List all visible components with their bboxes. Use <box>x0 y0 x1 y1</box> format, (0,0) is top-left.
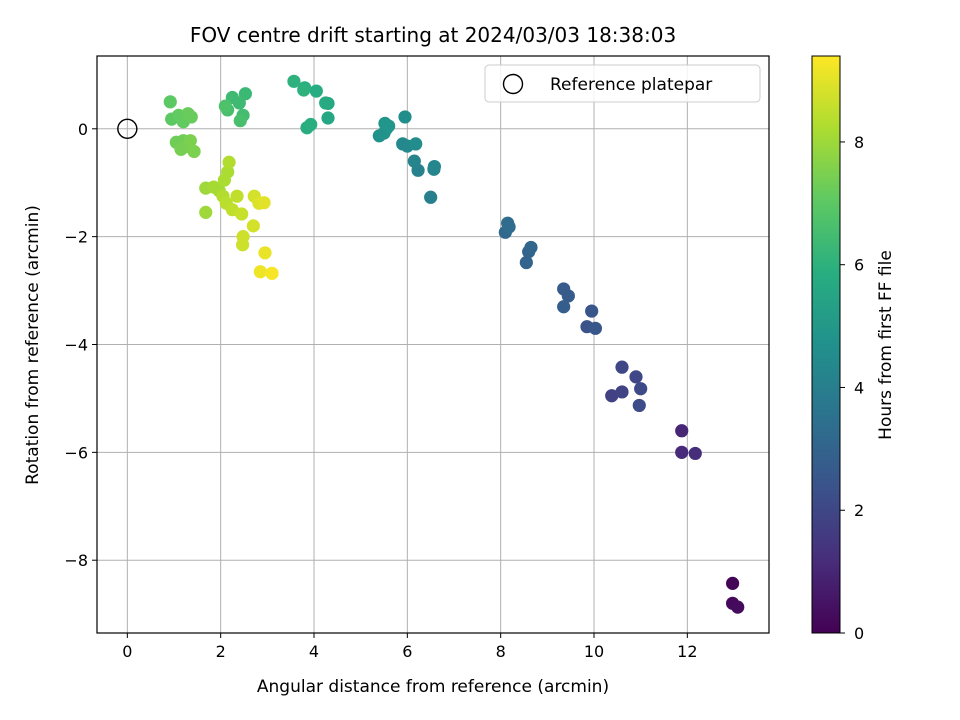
data-point <box>675 424 689 438</box>
colorbar-tick-label: 8 <box>854 133 864 152</box>
data-point <box>236 238 250 252</box>
data-point <box>688 446 702 461</box>
y-tick-label: −2 <box>64 228 88 247</box>
x-tick-label: 0 <box>122 642 132 661</box>
legend-marker-reference <box>502 73 524 95</box>
data-point <box>382 119 396 133</box>
grid <box>97 56 769 633</box>
data-point <box>230 189 244 203</box>
y-tick-label: −6 <box>64 443 88 462</box>
y-axis-label: Rotation from reference (arcmin) <box>23 205 43 485</box>
data-point <box>398 110 412 124</box>
data-point <box>519 255 533 270</box>
colorbar-tick-label: 4 <box>854 378 864 397</box>
data-point <box>309 84 323 98</box>
data-point <box>407 154 421 168</box>
data-point <box>221 165 235 179</box>
y-tick-label: −4 <box>64 336 88 355</box>
data-point <box>235 207 249 221</box>
legend-box <box>484 64 761 103</box>
data-point <box>675 445 689 459</box>
y-tick-label: −8 <box>64 551 88 570</box>
colorbar: 0 2 4 6 8 Hours from first FF file <box>811 55 896 643</box>
data-point <box>287 74 301 88</box>
data-point <box>632 398 646 413</box>
data-point <box>424 190 438 204</box>
data-point <box>184 110 198 124</box>
data-point <box>726 576 740 590</box>
x-tick-label: 8 <box>496 642 506 661</box>
data-point <box>222 155 236 169</box>
data-point <box>615 385 629 399</box>
y-tick-label: 0 <box>78 120 88 139</box>
legend-label-reference: Reference platepar <box>550 75 712 95</box>
colorbar-label: Hours from first FF file <box>876 250 896 440</box>
data-point <box>297 83 311 97</box>
data-points <box>117 74 745 614</box>
data-point <box>629 370 643 384</box>
data-point <box>321 111 335 125</box>
chart-title: FOV centre drift starting at 2024/03/03 … <box>190 23 676 47</box>
data-point <box>258 246 272 260</box>
data-point <box>187 144 201 159</box>
colorbar-tick-label: 6 <box>854 256 864 275</box>
data-point <box>409 137 423 151</box>
x-axis-ticks: 0 2 4 6 8 10 12 <box>122 633 698 661</box>
x-tick-label: 4 <box>309 642 319 661</box>
data-point <box>561 289 575 303</box>
data-point <box>731 600 745 614</box>
data-point <box>557 300 571 314</box>
data-point <box>199 205 213 219</box>
y-axis-ticks: −8 −6 −4 −2 0 <box>64 120 97 570</box>
colorbar-ticks: 0 2 4 6 8 <box>840 133 864 643</box>
legend: Reference platepar <box>484 64 761 103</box>
data-point <box>605 389 619 403</box>
data-point <box>304 117 318 132</box>
x-tick-label: 6 <box>402 642 412 661</box>
data-point <box>585 304 599 318</box>
data-point <box>246 219 260 233</box>
x-tick-label: 2 <box>216 642 226 661</box>
x-tick-label: 12 <box>677 642 697 661</box>
data-point <box>427 162 441 176</box>
colorbar-gradient <box>811 55 841 634</box>
x-axis-label: Angular distance from reference (arcmin) <box>257 677 609 697</box>
data-point <box>634 382 648 396</box>
data-point <box>615 360 629 374</box>
data-point <box>257 196 271 210</box>
x-tick-label: 10 <box>584 642 604 661</box>
data-point <box>265 266 279 280</box>
data-point <box>502 220 516 234</box>
colorbar-tick-label: 2 <box>854 501 864 520</box>
data-point <box>163 95 177 109</box>
data-point <box>524 240 538 255</box>
data-point <box>174 142 188 156</box>
data-point <box>218 99 232 113</box>
data-point <box>588 321 603 335</box>
data-point <box>253 265 267 279</box>
reference-platepar-marker <box>117 118 138 139</box>
data-point <box>319 96 333 110</box>
data-point <box>233 114 247 128</box>
colorbar-tick-label: 0 <box>854 624 864 643</box>
data-point <box>183 134 197 148</box>
